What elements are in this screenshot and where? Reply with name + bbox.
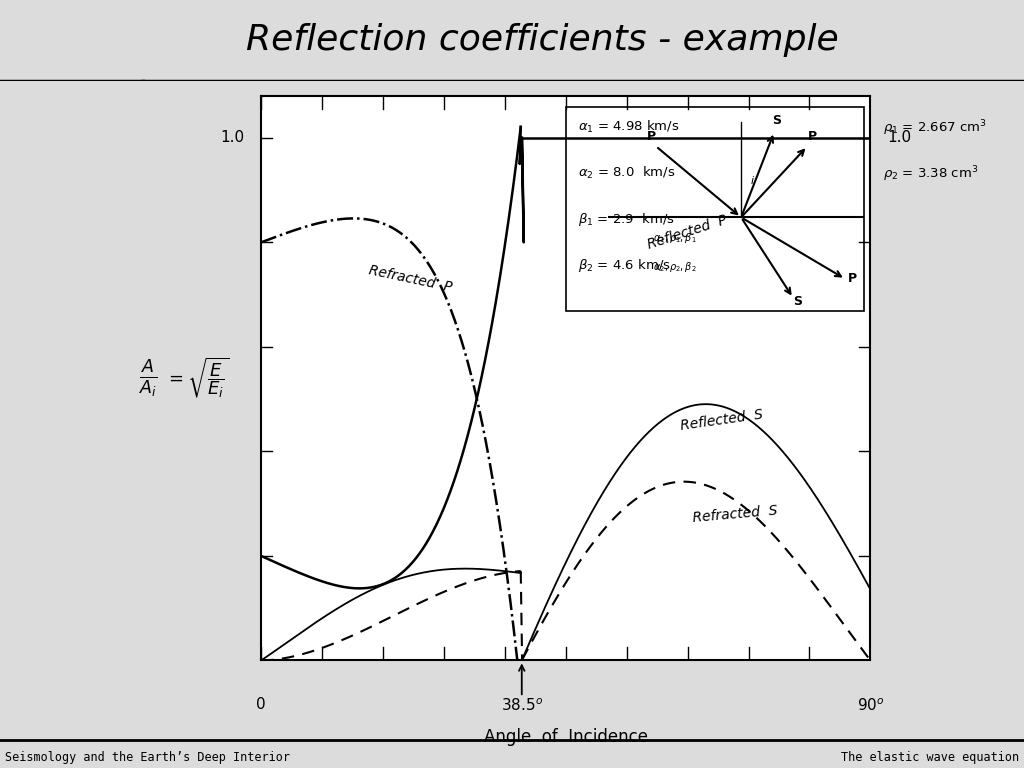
Text: P: P <box>646 130 655 143</box>
Text: $\beta_1$ = 2.9  km/s: $\beta_1$ = 2.9 km/s <box>578 211 675 228</box>
Text: $\rho_1$ = 2.667 cm$^3$: $\rho_1$ = 2.667 cm$^3$ <box>883 118 986 138</box>
Text: Reflected  P: Reflected P <box>646 213 729 251</box>
Text: Reflected  S: Reflected S <box>679 407 764 433</box>
Text: $\alpha_2,\rho_2,\beta_2$: $\alpha_2,\rho_2,\beta_2$ <box>653 260 696 273</box>
Bar <box>565 108 864 310</box>
Text: $= \sqrt{\dfrac{E}{E_i}}$: $= \sqrt{\dfrac{E}{E_i}}$ <box>166 356 229 400</box>
Text: 1.0: 1.0 <box>220 131 244 145</box>
Text: $\alpha_1,\rho_1,\beta_1$: $\alpha_1,\rho_1,\beta_1$ <box>653 231 696 245</box>
Text: 1.0: 1.0 <box>888 131 911 145</box>
Text: P: P <box>848 272 857 285</box>
Text: $\beta_2$ = 4.6 km/s: $\beta_2$ = 4.6 km/s <box>578 257 671 274</box>
Text: Reflection coefficients - example: Reflection coefficients - example <box>247 23 839 58</box>
Text: $\frac{A}{A_i}$: $\frac{A}{A_i}$ <box>139 358 158 399</box>
Text: S: S <box>772 114 780 127</box>
Text: 38.5$^o$: 38.5$^o$ <box>501 697 543 713</box>
Text: i: i <box>751 176 754 186</box>
Text: 90$^o$: 90$^o$ <box>857 697 884 713</box>
Text: Seismology and the Earth’s Deep Interior: Seismology and the Earth’s Deep Interior <box>5 751 290 763</box>
Text: The elastic wave equation: The elastic wave equation <box>841 751 1019 763</box>
Text: P: P <box>808 130 817 143</box>
Text: $\alpha_1$ = 4.98 km/s: $\alpha_1$ = 4.98 km/s <box>578 118 680 134</box>
Text: $\rho_2$ = 3.38 cm$^3$: $\rho_2$ = 3.38 cm$^3$ <box>883 165 978 184</box>
Text: $\alpha_2$ = 8.0  km/s: $\alpha_2$ = 8.0 km/s <box>578 165 675 181</box>
Text: 0: 0 <box>256 697 266 712</box>
Text: Angle  of  Incidence: Angle of Incidence <box>483 728 648 746</box>
Text: Refracted  P: Refracted P <box>368 263 453 295</box>
Text: Refracted  S: Refracted S <box>692 504 778 525</box>
Text: S: S <box>794 295 803 308</box>
